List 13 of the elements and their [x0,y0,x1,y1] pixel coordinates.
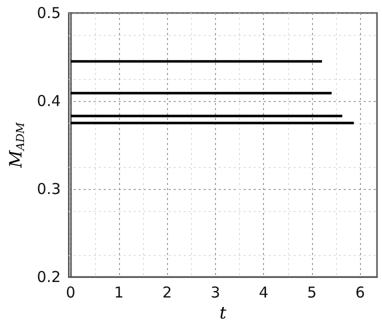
y-tick-label: 0.2 [36,268,61,286]
y-tick-label: 0.3 [36,180,61,198]
x-tick-label: 4 [258,284,268,302]
y-tick-label: 0.4 [36,92,61,110]
x-tick-label: 3 [210,284,220,302]
y-tick-label: 0.5 [36,4,61,22]
x-tick-label: 6 [355,284,365,302]
x-tick-label: 2 [162,284,172,302]
y-axis-title: MADM [6,122,27,169]
x-tick-label: 5 [307,284,317,302]
x-axis-title: t [219,304,226,324]
x-tick-label: 1 [114,284,124,302]
x-tick-label: 0 [66,284,76,302]
